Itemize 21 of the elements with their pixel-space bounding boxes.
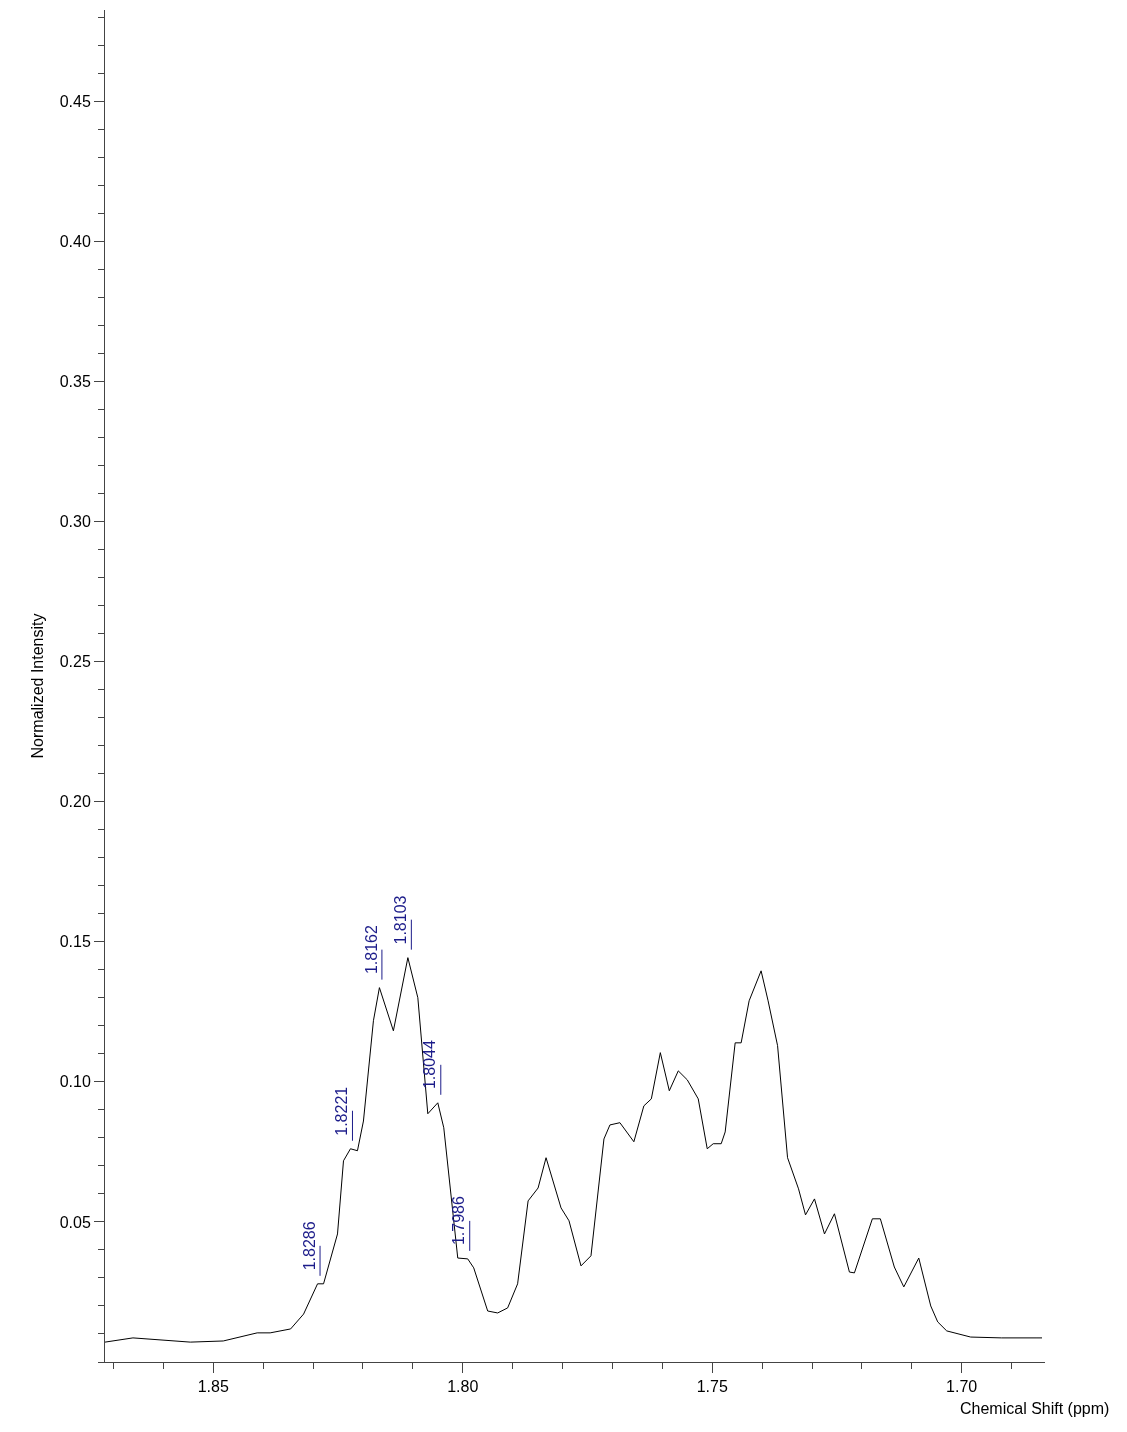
y-tick-label: 0.45 <box>59 92 91 110</box>
y-axis-title: Normalized Intensity <box>28 613 46 759</box>
y-tick-label: 0.20 <box>59 793 91 811</box>
x-tick-label: 1.70 <box>946 1378 978 1396</box>
y-tick-label: 0.35 <box>59 372 91 390</box>
annotation: 1.7986 <box>450 1196 468 1246</box>
y-tick-label: 0.40 <box>59 232 91 250</box>
y-tick-label: 0.15 <box>59 933 91 951</box>
y-tick-label: 0.10 <box>59 1073 91 1091</box>
annotation: 1.8221 <box>333 1086 351 1136</box>
annotation: 1.8044 <box>421 1040 439 1090</box>
x-tick-label: 1.85 <box>197 1378 229 1396</box>
annotation: 1.8162 <box>362 925 380 975</box>
y-tick-label: 0.30 <box>59 512 91 530</box>
annotation: 1.8286 <box>300 1221 318 1271</box>
annotation: 1.8103 <box>392 895 410 945</box>
y-tick-label: 0.05 <box>59 1213 91 1231</box>
x-tick-label: 1.80 <box>447 1378 479 1396</box>
y-tick-label: 0.25 <box>59 653 91 671</box>
x-axis-title: Chemical Shift (ppm) <box>960 1400 1110 1417</box>
x-tick-label: 1.75 <box>696 1378 728 1396</box>
